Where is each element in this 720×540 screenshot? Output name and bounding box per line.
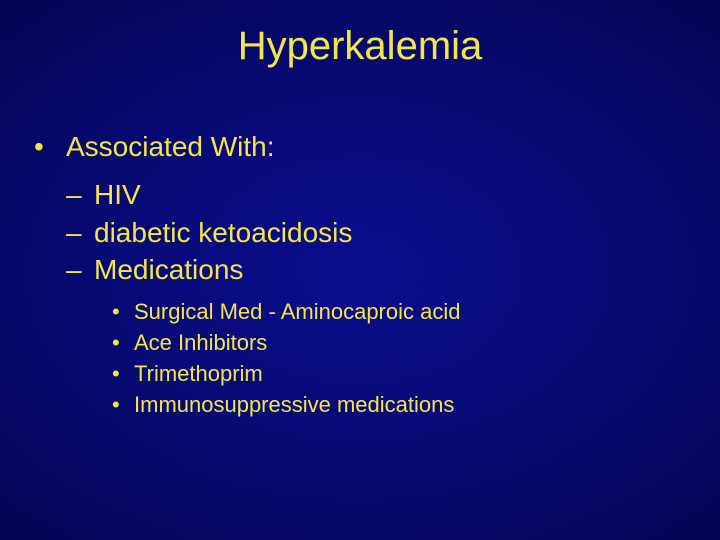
slide-content: • Associated With: – HIV – diabetic keto… (30, 128, 690, 420)
bullet-dot-icon: • (110, 328, 134, 359)
list-item: • Surgical Med - Aminocaproic acid (110, 297, 690, 328)
slide-title: Hyperkalemia (0, 24, 720, 69)
bullet-level3-text: Immunosuppressive medications (134, 390, 454, 421)
bullet-level2: – HIV – diabetic ketoacidosis – Medicati… (66, 176, 690, 289)
list-item: • Trimethoprim (110, 359, 690, 390)
list-item: • Associated With: (30, 128, 690, 166)
bullet-level3: • Surgical Med - Aminocaproic acid • Ace… (110, 297, 690, 420)
bullet-level2-text: diabetic ketoacidosis (94, 214, 352, 252)
list-item: – diabetic ketoacidosis (66, 214, 690, 252)
dash-icon: – (66, 251, 94, 289)
bullet-level3-text: Surgical Med - Aminocaproic acid (134, 297, 460, 328)
list-item: • Ace Inhibitors (110, 328, 690, 359)
list-item: – HIV (66, 176, 690, 214)
bullet-dot-icon: • (110, 390, 134, 421)
bullet-level2-text: HIV (94, 176, 141, 214)
bullet-level1: • Associated With: (30, 128, 690, 166)
bullet-level3-text: Trimethoprim (134, 359, 263, 390)
list-item: • Immunosuppressive medications (110, 390, 690, 421)
list-item: – Medications (66, 251, 690, 289)
bullet-dot-icon: • (110, 297, 134, 328)
bullet-level1-text: Associated With: (66, 128, 275, 166)
bullet-level2-text: Medications (94, 251, 243, 289)
dash-icon: – (66, 214, 94, 252)
dash-icon: – (66, 176, 94, 214)
bullet-level3-text: Ace Inhibitors (134, 328, 267, 359)
bullet-dot-icon: • (110, 359, 134, 390)
slide: Hyperkalemia • Associated With: – HIV – … (0, 0, 720, 540)
bullet-dot-icon: • (30, 128, 66, 166)
